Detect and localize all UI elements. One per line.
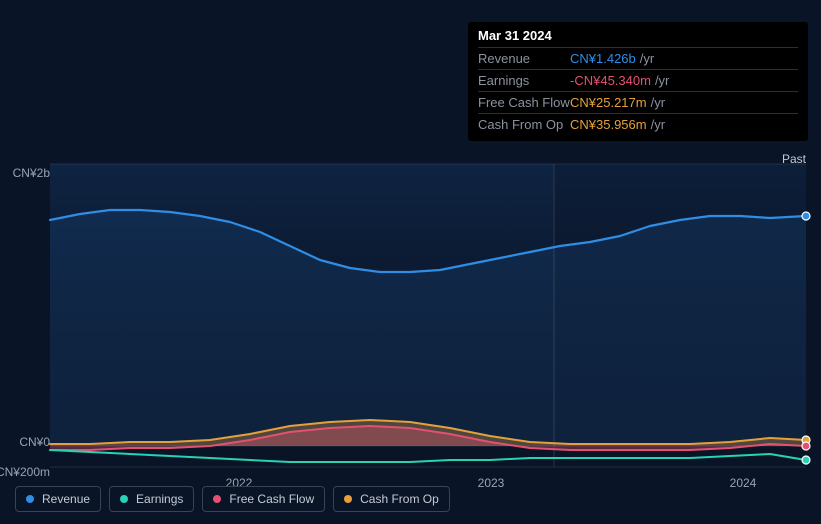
tooltip-value: -CN¥45.340m xyxy=(570,73,651,88)
y-axis-label: -CN¥200m xyxy=(0,465,50,479)
tooltip-suffix: /yr xyxy=(655,73,669,88)
legend-item[interactable]: Earnings xyxy=(109,486,194,512)
tooltip-row: Earnings-CN¥45.340m/yr xyxy=(478,69,798,91)
legend-item[interactable]: Free Cash Flow xyxy=(202,486,325,512)
chart-container: 202220232024 CN¥2bCN¥0-CN¥200mPast xyxy=(0,120,821,470)
legend-label: Earnings xyxy=(136,492,183,506)
past-label: Past xyxy=(782,152,806,166)
chart-svg[interactable] xyxy=(0,120,821,470)
chart-legend: Revenue Earnings Free Cash Flow Cash From O… xyxy=(15,486,450,512)
tooltip-value: CN¥25.217m xyxy=(570,95,647,110)
tooltip-row: Free Cash FlowCN¥25.217m/yr xyxy=(478,91,798,113)
y-axis-label: CN¥2b xyxy=(13,166,50,180)
legend-dot-icon xyxy=(213,495,221,503)
legend-item[interactable]: Revenue xyxy=(15,486,101,512)
tooltip-value: CN¥1.426b xyxy=(570,51,636,66)
x-axis-label: 2023 xyxy=(478,476,505,490)
tooltip-label: Revenue xyxy=(478,51,570,66)
legend-label: Revenue xyxy=(42,492,90,506)
tooltip-suffix: /yr xyxy=(640,51,654,66)
tooltip-row: RevenueCN¥1.426b/yr xyxy=(478,47,798,69)
tooltip-suffix: /yr xyxy=(651,95,665,110)
legend-dot-icon xyxy=(26,495,34,503)
legend-label: Cash From Op xyxy=(360,492,439,506)
legend-item[interactable]: Cash From Op xyxy=(333,486,450,512)
y-axis-label: CN¥0 xyxy=(19,435,50,449)
legend-label: Free Cash Flow xyxy=(229,492,314,506)
tooltip-label: Free Cash Flow xyxy=(478,95,570,110)
x-axis-label: 2024 xyxy=(730,476,757,490)
tooltip-date: Mar 31 2024 xyxy=(478,28,798,43)
tooltip-label: Earnings xyxy=(478,73,570,88)
legend-dot-icon xyxy=(120,495,128,503)
legend-dot-icon xyxy=(344,495,352,503)
